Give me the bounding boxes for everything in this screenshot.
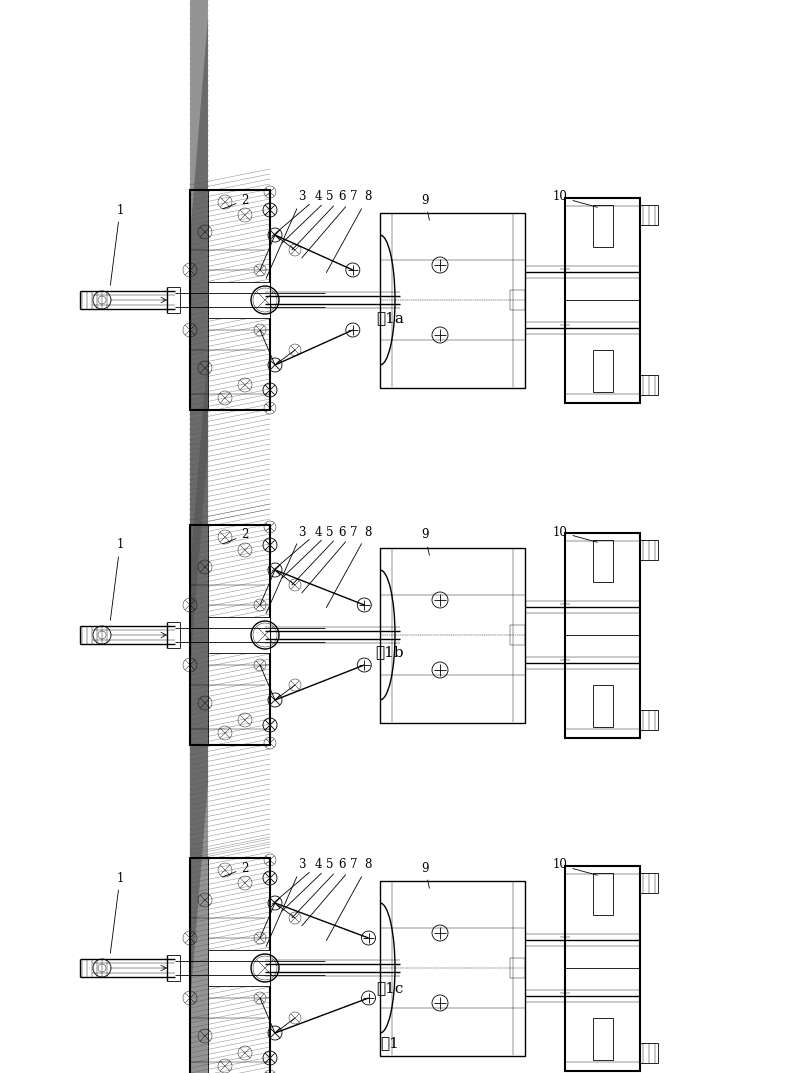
Text: 9: 9 [422,529,430,556]
Text: 3: 3 [266,858,306,946]
Bar [190,394,270,410]
Bar [640,540,658,560]
Bar [190,525,270,745]
Text: 9: 9 [422,862,430,888]
Text: 9: 9 [422,193,430,220]
Text: 1: 1 [110,871,124,953]
Bar [640,1043,658,1063]
Bar [510,958,525,978]
Text: 7: 7 [302,191,358,258]
Bar [565,199,640,403]
Text: 2: 2 [222,529,249,544]
Bar [190,190,208,410]
Bar [190,858,208,1073]
Text: 3: 3 [266,191,306,279]
Bar [640,873,658,893]
Bar [593,1018,613,1060]
Bar [640,205,658,225]
Text: 7: 7 [302,858,358,926]
Text: 4: 4 [272,858,322,905]
Text: 6: 6 [292,191,346,250]
Text: 6: 6 [292,526,346,585]
Text: 4: 4 [272,191,322,236]
Bar [190,858,270,1073]
Text: 8: 8 [326,526,372,607]
Bar [593,685,613,727]
Bar [380,548,525,723]
Bar [510,290,525,310]
Text: 8: 8 [326,858,372,941]
Bar [510,624,525,645]
Bar [593,205,613,247]
Bar [380,214,525,388]
Text: 8: 8 [326,191,372,273]
Text: 6: 6 [292,858,346,918]
Text: 5: 5 [282,526,334,578]
Text: 5: 5 [282,858,334,911]
Text: 1: 1 [110,204,124,285]
Bar [208,282,270,318]
Text: 2: 2 [222,862,249,877]
Text: 图1b: 图1b [376,645,404,659]
Bar [208,617,270,653]
Text: 10: 10 [553,526,598,542]
Bar [190,525,208,745]
Bar [593,873,613,915]
Bar [190,190,270,410]
Text: 1: 1 [110,539,124,620]
Text: 5: 5 [282,191,334,244]
Bar [380,881,525,1056]
Bar [640,710,658,730]
Bar [640,374,658,395]
Text: 4: 4 [272,526,322,571]
Text: 3: 3 [266,526,306,614]
Text: 10: 10 [553,191,598,207]
Bar [565,533,640,738]
Bar [208,950,270,986]
Text: 图1c: 图1c [376,981,404,995]
Text: 图1: 图1 [381,1037,399,1050]
Text: 7: 7 [302,526,358,593]
Bar [593,540,613,582]
Text: 图1a: 图1a [376,311,404,325]
Bar [190,729,270,745]
Text: 10: 10 [553,858,598,876]
Bar [190,1062,270,1073]
Bar [565,866,640,1071]
Bar [593,350,613,392]
Text: 2: 2 [222,193,249,209]
